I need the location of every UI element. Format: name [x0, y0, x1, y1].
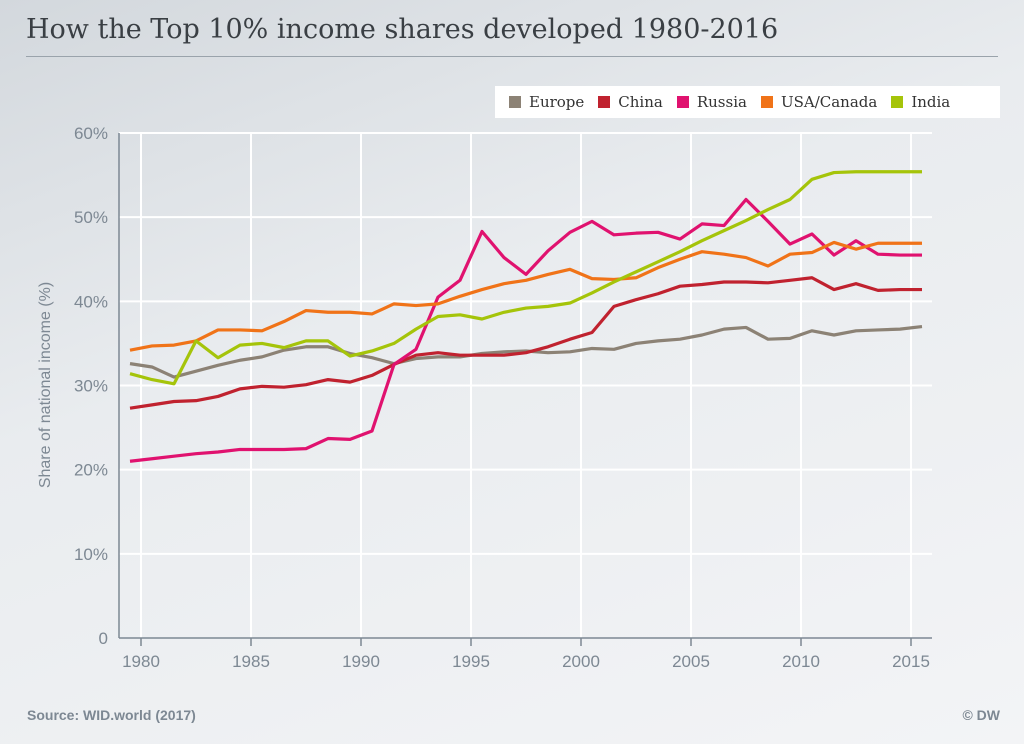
- x-tick-label: 2010: [782, 652, 820, 671]
- legend-swatch: [891, 96, 904, 108]
- series-line-china: [129, 276, 922, 410]
- legend-swatch: [598, 96, 611, 108]
- legend-label: Europe: [529, 93, 585, 111]
- series-line-europe: [129, 324, 923, 379]
- x-tick-label: 2015: [892, 652, 930, 671]
- legend-label: USA/Canada: [780, 93, 878, 111]
- legend-label: China: [618, 93, 663, 111]
- y-tick-label: 60%: [74, 124, 108, 143]
- x-tick-label: 2000: [562, 652, 600, 671]
- series-line-usa-canada: [129, 240, 922, 352]
- y-tick-label: 20%: [74, 461, 108, 480]
- x-tick-label: 1990: [342, 652, 380, 671]
- series-line-india: [129, 170, 922, 386]
- y-tick-label: 40%: [74, 292, 108, 311]
- legend-item: Europe: [509, 93, 584, 111]
- y-axis-label: Share of national income (%): [37, 282, 54, 488]
- legend: Europe China Russia USA/Canada India: [495, 86, 1000, 118]
- legend-swatch: [509, 96, 521, 108]
- x-tick-label: 1995: [452, 652, 490, 671]
- y-tick-label: 0: [99, 629, 108, 648]
- legend-item: India: [891, 93, 950, 111]
- x-tick-label: 1980: [122, 652, 160, 671]
- legend-label: Russia: [696, 93, 747, 111]
- chart-title: How the Top 10% income shares developed …: [26, 14, 779, 45]
- legend-item: Russia: [676, 93, 747, 111]
- legend-item: China: [598, 93, 663, 111]
- source-note: Source: WID.world (2017): [27, 707, 196, 723]
- series-line-russia: [129, 197, 922, 463]
- legend-item: USA/Canada: [760, 93, 878, 111]
- credit: © DW: [962, 707, 1000, 723]
- y-tick-label: 30%: [74, 377, 108, 396]
- title-divider: [26, 56, 998, 57]
- y-tick-label: 10%: [74, 545, 108, 564]
- y-tick-label: 50%: [74, 208, 108, 227]
- x-tick-label: 1985: [232, 652, 270, 671]
- x-tick-label: 2005: [672, 652, 710, 671]
- legend-label: India: [911, 93, 951, 111]
- legend-swatch: [676, 96, 689, 108]
- legend-swatch: [760, 96, 773, 108]
